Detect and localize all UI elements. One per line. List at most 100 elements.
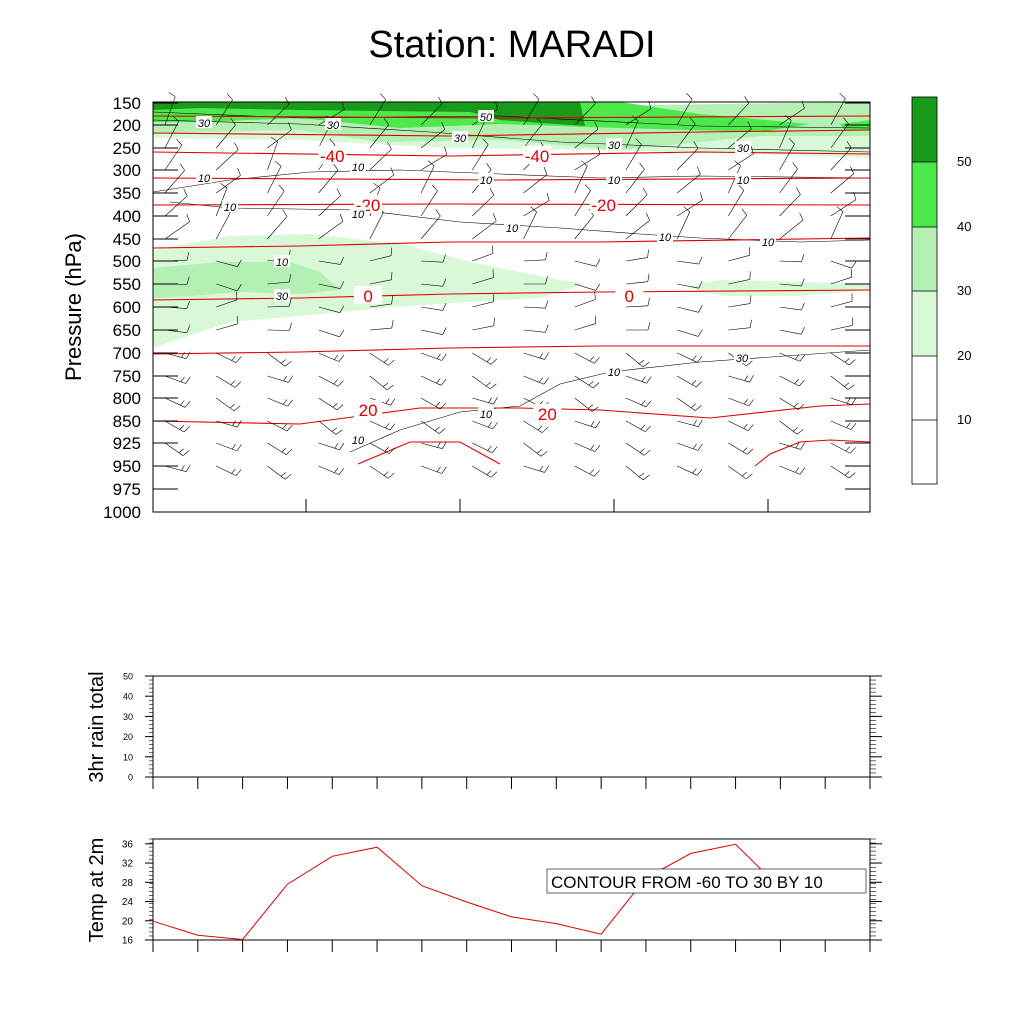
wind-barb (267, 465, 292, 480)
shade-50-plus-jet (153, 102, 585, 126)
wind-contour-10-lower (349, 349, 871, 453)
wind-label-bg (478, 110, 494, 122)
wind-barb (523, 192, 550, 217)
pressure-tick-label: 1000 (103, 503, 141, 522)
wind-barb (728, 465, 753, 480)
wind-barb (676, 93, 693, 126)
wind-barb (830, 420, 857, 430)
wind-label-bg (274, 255, 290, 267)
wind-barb (523, 375, 549, 385)
temp-contour-label: 20 (538, 405, 557, 424)
wind-barb (830, 442, 856, 454)
wind-barb (472, 465, 498, 478)
wind-label-bg (760, 235, 776, 247)
wind-label-bg (222, 200, 238, 212)
info-box-text: CONTOUR FROM -60 TO 30 BY 10 (551, 873, 823, 892)
wind-barb (779, 187, 801, 217)
colorbar-below-10 (912, 420, 937, 484)
pressure-tick-label: 500 (113, 252, 141, 271)
wind-barb (574, 283, 601, 291)
wind-label-bg (735, 173, 751, 185)
wind-contour-label: 10 (352, 162, 365, 174)
wind-barb (676, 166, 701, 194)
wind-label-bg (478, 407, 494, 419)
wind-barb (267, 442, 293, 455)
wind-barb (625, 213, 650, 240)
wind-barb (625, 297, 650, 308)
colorbar-40-50 (912, 162, 937, 227)
y-tick-label: 16 (122, 936, 134, 947)
wind-barb (830, 293, 853, 308)
temp-contour-label: 20 (359, 401, 378, 420)
temp-label-bg (533, 404, 562, 422)
info-box (546, 868, 867, 894)
rain-x-ticks (152, 777, 871, 789)
wind-barb (728, 247, 750, 262)
wind-barb (267, 420, 293, 432)
wind-barb (267, 274, 292, 285)
pressure-tick-label: 750 (113, 367, 141, 386)
wind-barb (574, 259, 601, 267)
wind-barb (318, 329, 345, 338)
pressure-tick-label: 350 (113, 184, 141, 203)
wind-label-bg (734, 351, 750, 363)
wind-barb (369, 375, 394, 391)
wind-barb (830, 141, 852, 171)
wind-barb (420, 209, 441, 240)
wind-barb (318, 101, 345, 126)
pressure-tick-label: 300 (113, 161, 141, 180)
temp-contour-label: -40 (525, 147, 550, 166)
wind-label-bg (274, 289, 290, 301)
y-tick-label: 20 (123, 732, 133, 742)
colorbar-label-10: 10 (957, 412, 971, 427)
pressure-tick-label: 550 (113, 275, 141, 294)
wind-barb (677, 465, 703, 476)
wind-barb (216, 291, 238, 308)
y-tick-label: 20 (122, 916, 134, 927)
wind-barb (779, 442, 806, 450)
rain-y-axis: 0 10 20 30 40 50 (123, 672, 882, 783)
wind-barb (421, 327, 447, 335)
wind-barb (676, 397, 702, 411)
y-tick-label: 0 (128, 773, 133, 783)
temp-contour-30-b (754, 439, 871, 467)
wind-barb (420, 122, 445, 149)
wind-barb (216, 465, 242, 476)
temp-contour-label: 0 (363, 287, 372, 306)
wind-barb (677, 352, 703, 363)
wind-barb (625, 352, 650, 368)
wind-barb (267, 160, 282, 194)
wind-barb (267, 136, 278, 171)
wind-barb (164, 188, 188, 217)
wind-barb (830, 260, 857, 269)
wind-label-bg (196, 171, 212, 183)
wind-barb (318, 257, 344, 265)
wind-barb (676, 375, 703, 388)
temp-contour-minus40 (152, 151, 871, 157)
wind-barb (779, 352, 806, 362)
wind-barb (421, 278, 447, 287)
pressure-tick-label: 150 (113, 94, 141, 113)
temp-contour-20 (152, 403, 871, 425)
wind-barb (369, 465, 395, 479)
wind-barb (421, 254, 446, 263)
wind-barb (625, 138, 642, 171)
wind-barb (523, 420, 549, 433)
wind-barb (779, 397, 805, 410)
wind-barb (728, 375, 754, 383)
wind-barb (472, 138, 489, 171)
page-title: Station: MARADI (368, 24, 656, 66)
wind-barb (779, 138, 795, 171)
y-tick-label: 32 (122, 859, 134, 870)
wind-barb (625, 420, 651, 432)
colorbar-label-40: 40 (957, 219, 971, 234)
wind-barb (779, 302, 805, 311)
wind-barb (164, 138, 183, 171)
wind-barb (216, 167, 241, 194)
wind-barb (523, 93, 540, 126)
wind-barb (318, 375, 344, 387)
wind-barb (728, 160, 741, 194)
wind-barb (369, 167, 395, 194)
wind-barb (523, 117, 543, 149)
